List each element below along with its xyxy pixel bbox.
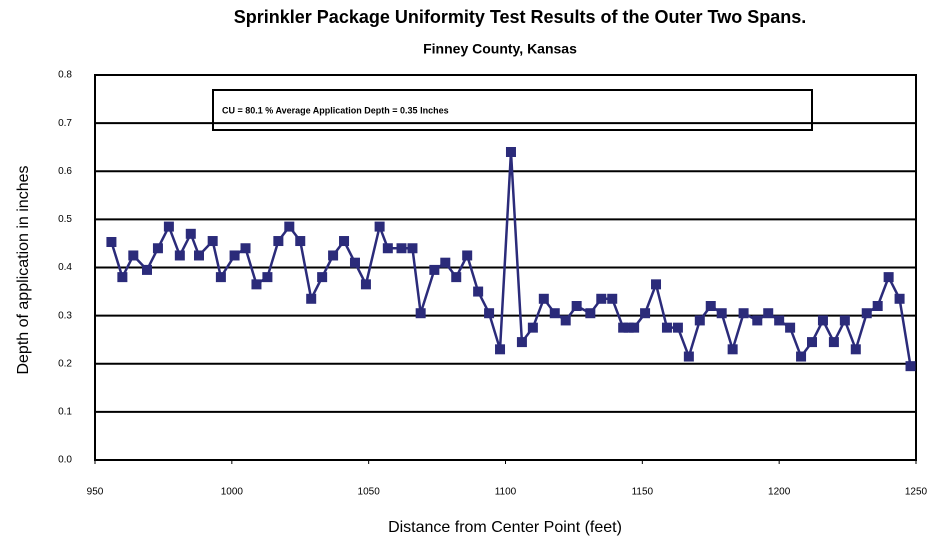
point — [785, 322, 796, 333]
annotation: CU = 80.1 % Average Application Depth = … — [222, 105, 449, 115]
chart-title: Sprinkler Package Uniformity Test Result… — [234, 7, 806, 27]
point — [623, 322, 634, 333]
point — [640, 308, 651, 319]
point — [694, 315, 705, 326]
point — [396, 243, 407, 254]
point — [763, 308, 774, 319]
point — [128, 250, 139, 261]
x-tick-label: 950 — [87, 487, 104, 498]
point — [883, 272, 894, 283]
point — [817, 315, 828, 326]
x-tick-label: 1250 — [905, 487, 928, 498]
x-tick-label: 1150 — [632, 487, 654, 498]
x-tick-label: 1100 — [495, 487, 517, 498]
point — [240, 243, 251, 254]
point — [560, 315, 571, 326]
chart-subtitle: Finney County, Kansas — [423, 41, 577, 57]
point — [152, 243, 163, 254]
point — [727, 344, 738, 355]
point — [306, 293, 317, 304]
point — [484, 308, 495, 319]
y-tick-label: 0.3 — [58, 310, 72, 321]
y-tick-label: 0.7 — [58, 118, 72, 129]
point — [462, 250, 473, 261]
y-axis-label: Depth of application in inches — [15, 165, 32, 374]
point — [516, 337, 527, 348]
point — [661, 322, 672, 333]
y-tick-label: 0.5 — [58, 214, 72, 225]
point — [651, 279, 662, 290]
point — [429, 264, 440, 275]
point — [894, 293, 905, 304]
point — [339, 236, 350, 247]
point — [440, 257, 451, 268]
y-tick-label: 0.4 — [58, 262, 72, 273]
point — [839, 315, 850, 326]
point — [229, 250, 240, 261]
point — [905, 361, 916, 372]
point — [505, 147, 516, 157]
point — [273, 236, 284, 247]
point — [163, 221, 174, 232]
point — [317, 272, 328, 283]
point — [585, 308, 596, 319]
point — [774, 315, 785, 326]
point — [683, 351, 694, 362]
point — [141, 264, 152, 275]
point — [738, 308, 749, 319]
x-tick-label: 1000 — [221, 487, 244, 498]
point — [174, 250, 185, 261]
point — [828, 337, 839, 348]
point — [527, 322, 538, 333]
point — [349, 257, 360, 268]
point — [549, 308, 560, 319]
point — [407, 243, 418, 254]
y-tick-label: 0.1 — [58, 407, 72, 418]
point — [207, 236, 218, 247]
point — [106, 236, 117, 247]
point — [215, 272, 226, 283]
point — [185, 228, 196, 239]
point — [495, 344, 506, 355]
point — [328, 250, 339, 261]
point — [284, 221, 295, 232]
point — [716, 308, 727, 319]
point — [295, 236, 306, 247]
x-tick-label: 1050 — [358, 487, 381, 498]
point — [861, 308, 872, 319]
x-axis-label: Distance from Center Point (feet) — [388, 519, 622, 536]
point — [415, 308, 426, 319]
point — [796, 351, 807, 362]
point — [872, 301, 883, 311]
point — [618, 322, 629, 333]
y-tick-label: 0.2 — [58, 358, 72, 369]
point — [117, 272, 128, 283]
x-tick-label: 1200 — [768, 487, 791, 498]
point — [473, 286, 484, 297]
point — [850, 344, 861, 355]
point — [571, 301, 582, 311]
y-tick-label: 0.0 — [58, 455, 72, 466]
point — [451, 272, 462, 283]
point — [262, 272, 273, 283]
point — [807, 337, 818, 348]
point — [382, 243, 393, 254]
point — [193, 250, 204, 261]
point — [538, 293, 549, 304]
point — [251, 279, 262, 290]
y-tick-label: 0.8 — [58, 70, 72, 81]
y-tick-label: 0.6 — [58, 166, 72, 177]
point — [374, 221, 385, 232]
point — [607, 293, 618, 304]
point — [752, 315, 763, 326]
point — [705, 301, 716, 311]
point — [596, 293, 607, 304]
point — [629, 322, 640, 333]
point — [360, 279, 371, 290]
point — [672, 322, 683, 333]
